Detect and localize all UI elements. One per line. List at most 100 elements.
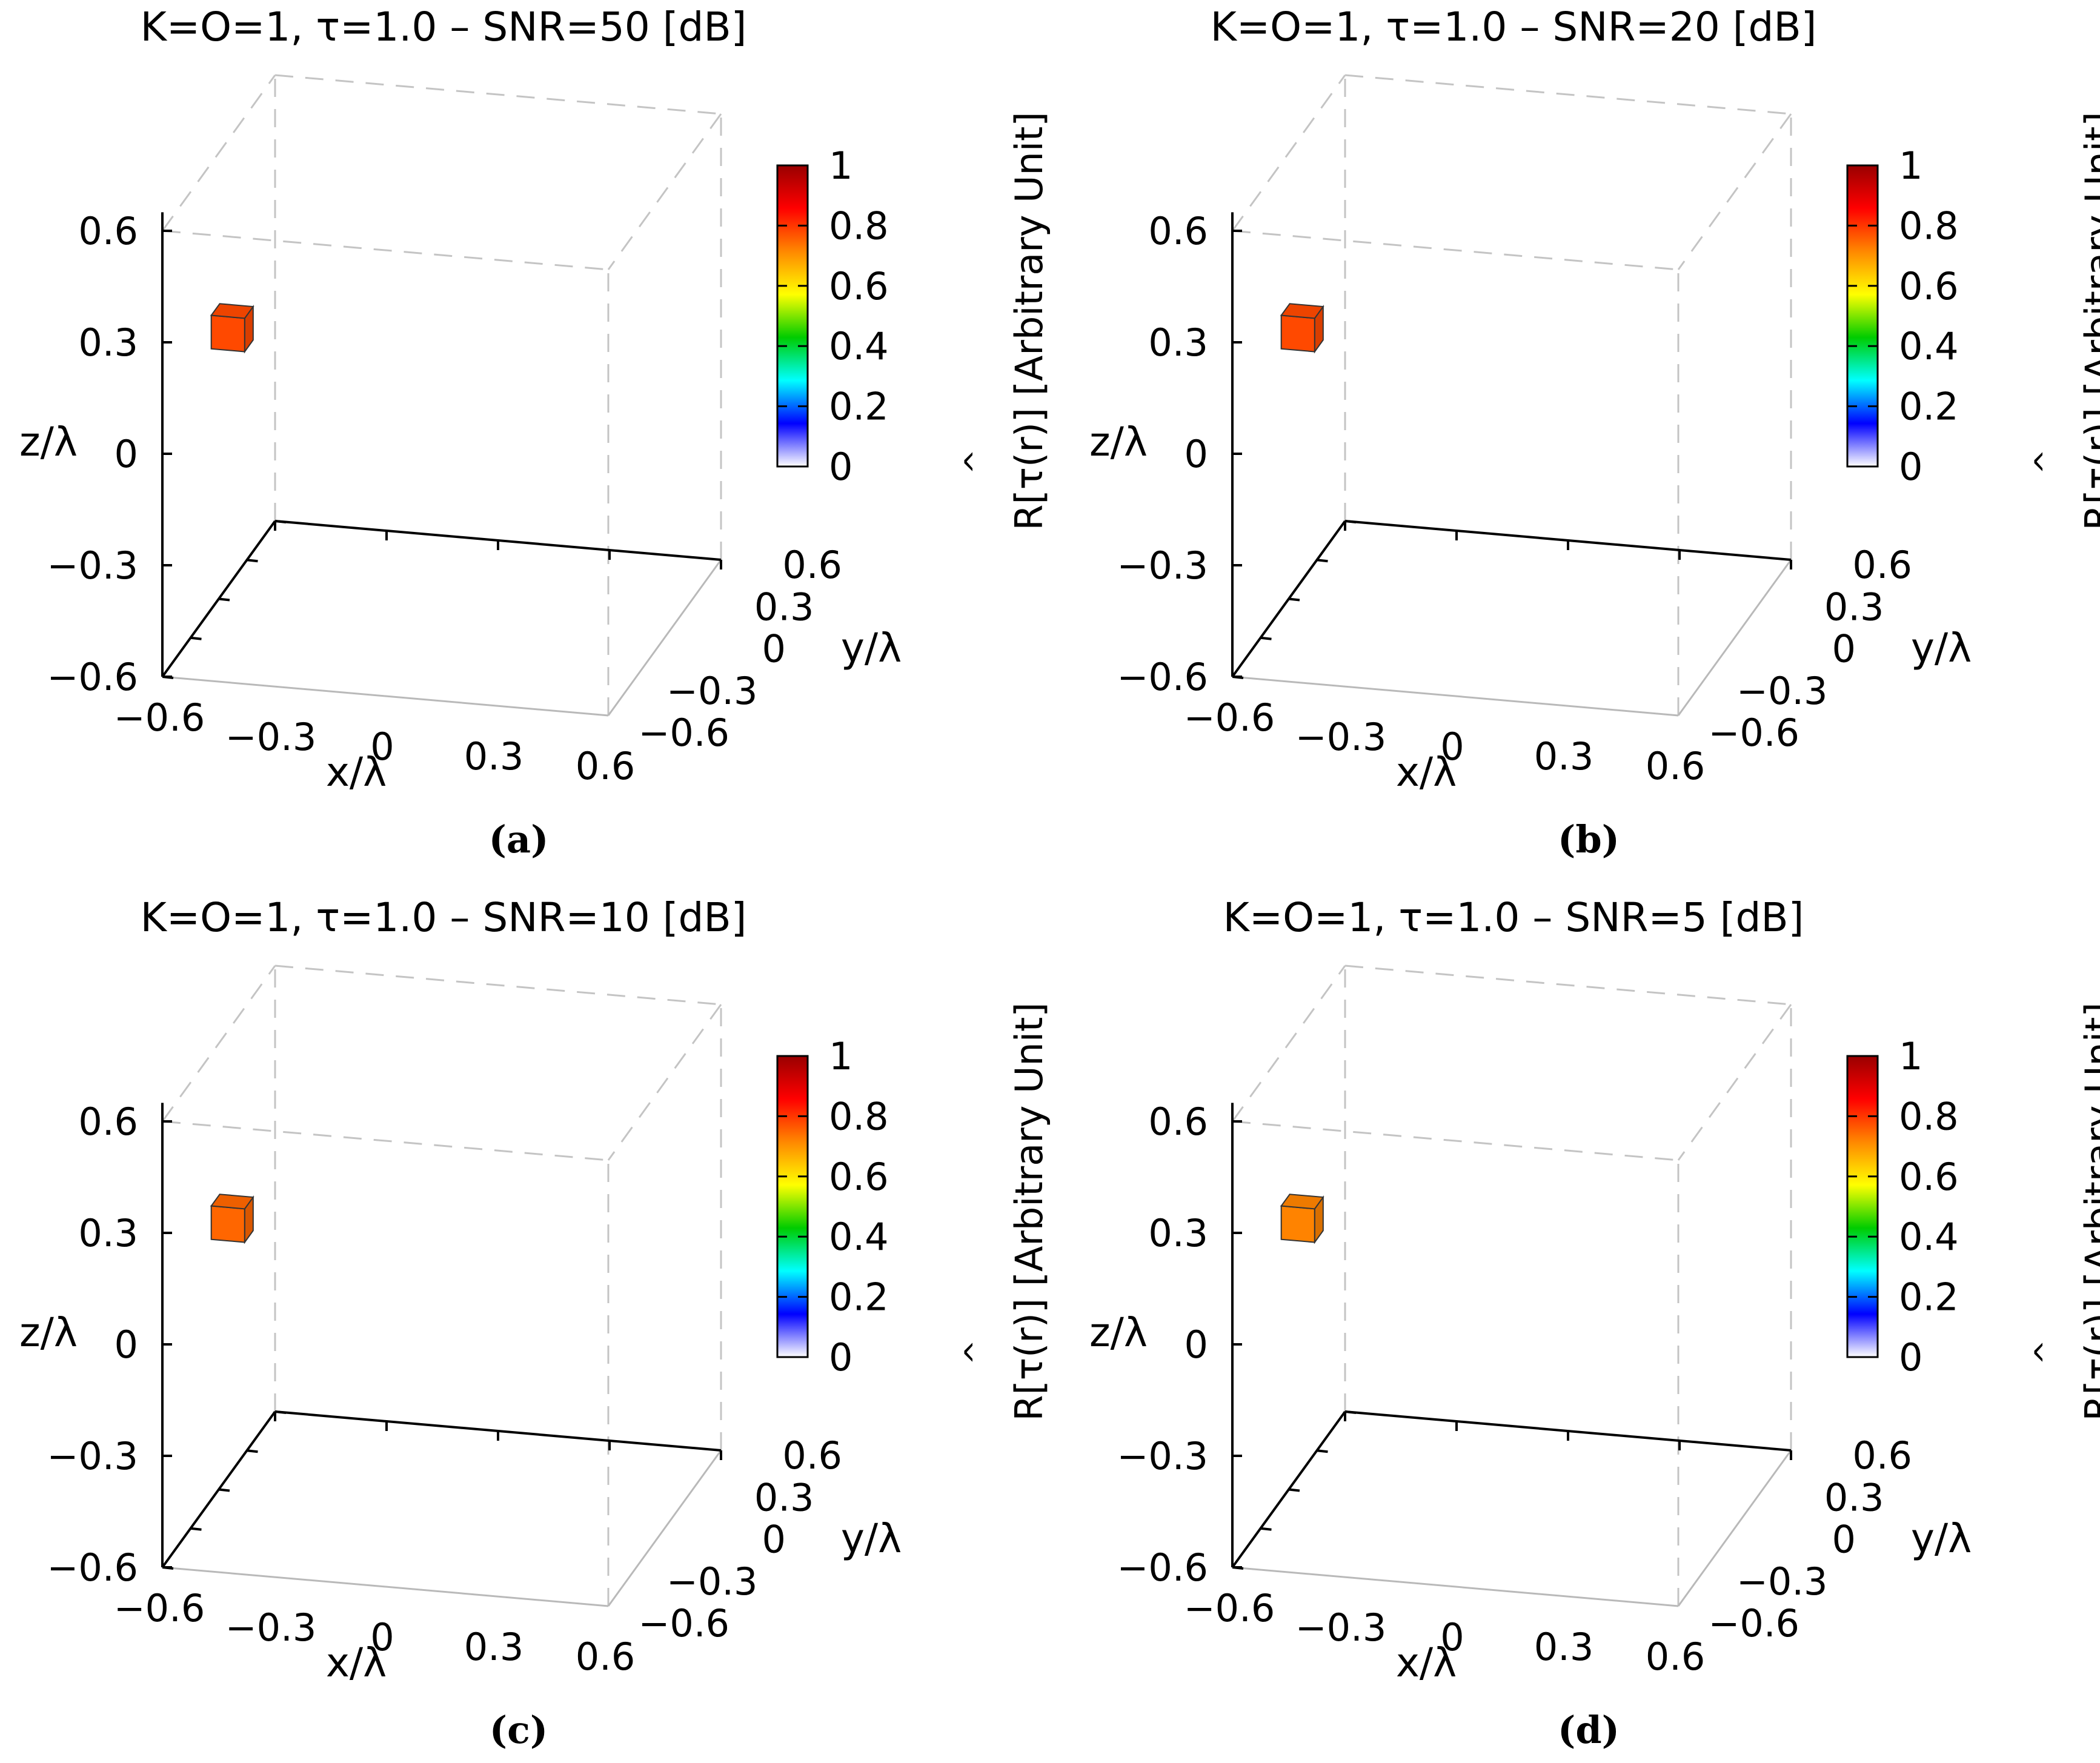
box-edge [162, 230, 609, 271]
chart-panel: −0.6−0.300.30.6−0.6 −0.3 0 0.3 0.6−0.6−0.300… [1089, 894, 2100, 1752]
x-tick-label: −0.3 [1295, 715, 1387, 759]
z-tick-label: 0.3 [78, 1211, 138, 1255]
colorbar-label: R[τ(r)] [Arbitrary Unit] [2077, 111, 2100, 530]
box-edge [1677, 1004, 1792, 1161]
colorbar-tick-label: 0.6 [1899, 1155, 1959, 1199]
z-tick-label: −0.3 [47, 543, 138, 588]
chart-title: K=O=1, τ=1.0 – SNR=50 [dB] [141, 4, 747, 50]
x-tick-label: 0.3 [1534, 734, 1594, 779]
box-edge [1231, 965, 1346, 1122]
colorbar-tick-label: 0.2 [829, 385, 889, 429]
y-tick-label: 0 [1832, 1518, 1856, 1562]
z-tick-label: −0.6 [47, 1546, 138, 1590]
colorbar-tick-label: 0.2 [1899, 385, 1959, 429]
z-tick-label: 0.6 [78, 1100, 138, 1144]
x-axis-label: x/λ [1396, 1639, 1457, 1686]
box-edge [1344, 965, 1792, 1006]
z-tick-label: 0.6 [1148, 209, 1208, 253]
y-tick [274, 520, 287, 523]
colorbar-tick-label: 0.6 [829, 264, 889, 308]
hat-accent: ^ [959, 449, 994, 474]
y-tick-label: −0.3 [1736, 1559, 1828, 1604]
colorbar-tick-label: 0.6 [829, 1155, 889, 1199]
y-tick-label: −0.6 [1708, 1601, 1799, 1645]
z-tick-label: 0 [1185, 1323, 1208, 1367]
y-tick [1288, 597, 1300, 602]
chart-panel: −0.6−0.300.30.6−0.6 −0.3 0 0.3 0.6−0.6−0.300… [19, 894, 1051, 1752]
colorbar-label: R[τ(r)] [Arbitrary Unit] [2077, 1002, 2100, 1421]
y-tick-label: 0.3 [754, 1475, 814, 1519]
x-axis-label: x/λ [326, 1639, 387, 1686]
data-cube-front [210, 314, 245, 353]
y-tick-label: 0.6 [782, 1433, 842, 1478]
chart-panel: −0.6−0.300.30.6−0.6 −0.3 0 0.3 0.6−0.6−0.300… [1089, 4, 2100, 862]
x-tick-label: 0.3 [1534, 1625, 1594, 1669]
colorbar-tick-label: 0.8 [1899, 204, 1959, 248]
y-tick [274, 1410, 287, 1414]
z-tick-label: 0 [115, 432, 138, 476]
chart-title: K=O=1, τ=1.0 – SNR=20 [dB] [1211, 4, 1817, 50]
data-cube-top [1280, 303, 1324, 319]
x-tick-label: −0.6 [1184, 696, 1275, 740]
y-tick [190, 1527, 202, 1531]
colorbar-tick-label: 0.4 [1899, 1215, 1959, 1259]
y-tick [218, 597, 230, 602]
y-axis-label: y/λ [1911, 1515, 1972, 1562]
x-axis-label: x/λ [326, 749, 387, 795]
z-axis-label: z/λ [1089, 1309, 1148, 1356]
box-edge [1677, 1450, 1792, 1607]
y-tick-label: 0 [762, 1518, 786, 1562]
y-tick [1260, 1527, 1272, 1531]
box-edge [607, 1004, 722, 1161]
panel-caption: (a) [489, 817, 549, 862]
z-axis-label: z/λ [19, 419, 78, 465]
x-tick-label: 0 [370, 1615, 394, 1659]
colorbar-tick-label: 0.4 [829, 1215, 889, 1259]
colorbar [776, 164, 809, 468]
colorbar-tick-label: 0 [1899, 1335, 1922, 1380]
y-tick-label: −0.3 [666, 669, 758, 713]
colorbar-tick-label: 1 [1899, 1034, 1922, 1078]
y-tick-label: 0.3 [1824, 585, 1884, 629]
y-tick [1260, 636, 1272, 640]
colorbar-tick-label: 1 [829, 1034, 852, 1078]
z-tick-label: −0.3 [1117, 1434, 1208, 1478]
box-edge [274, 965, 722, 1006]
x-tick-label: 0.6 [1646, 1635, 1706, 1679]
colorbar-label: R[τ(r)] [Arbitrary Unit] [1007, 111, 1051, 530]
data-cube-front [1280, 314, 1315, 353]
y-tick-label: 0 [762, 627, 786, 671]
box-edge [162, 676, 609, 717]
colorbar-tick-label: 0.4 [1899, 324, 1959, 368]
y-tick-label: 0.3 [754, 585, 814, 629]
box-edge [1232, 1566, 1679, 1607]
y-tick-label: −0.3 [666, 1559, 758, 1604]
y-tick [1344, 1410, 1357, 1414]
x-tick-label: 0.6 [1646, 744, 1706, 788]
panel-caption: (d) [1558, 1708, 1620, 1752]
y-tick [1317, 1449, 1328, 1453]
box-edge [607, 559, 722, 716]
box-edge [161, 965, 276, 1122]
x-tick-label: 0 [1440, 725, 1464, 769]
box-edge [162, 1566, 609, 1607]
z-tick-label: 0.3 [1148, 320, 1208, 365]
y-tick-label: −0.3 [1736, 669, 1828, 713]
y-axis-label: y/λ [841, 1515, 902, 1562]
box-edge [162, 1120, 609, 1161]
data-cube-top [1280, 1194, 1324, 1210]
y-tick-label: 0.6 [782, 543, 842, 587]
y-tick [1288, 1488, 1300, 1492]
chart-panel: −0.6−0.300.30.6−0.6 −0.3 0 0.3 0.6−0.6−0.300… [19, 4, 1051, 862]
data-cube-top [210, 303, 254, 319]
z-tick-label: −0.3 [47, 1434, 138, 1478]
data-cube-front [210, 1205, 245, 1243]
y-tick [1344, 520, 1357, 523]
data-cube-front [1280, 1205, 1315, 1243]
z-tick-label: −0.6 [1117, 1546, 1208, 1590]
colorbar-tick-label: 0.2 [829, 1275, 889, 1320]
colorbar [1846, 164, 1879, 468]
box-edge [1232, 230, 1679, 271]
panel-caption: (b) [1558, 817, 1620, 862]
colorbar-label: R[τ(r)] [Arbitrary Unit] [1007, 1002, 1051, 1421]
